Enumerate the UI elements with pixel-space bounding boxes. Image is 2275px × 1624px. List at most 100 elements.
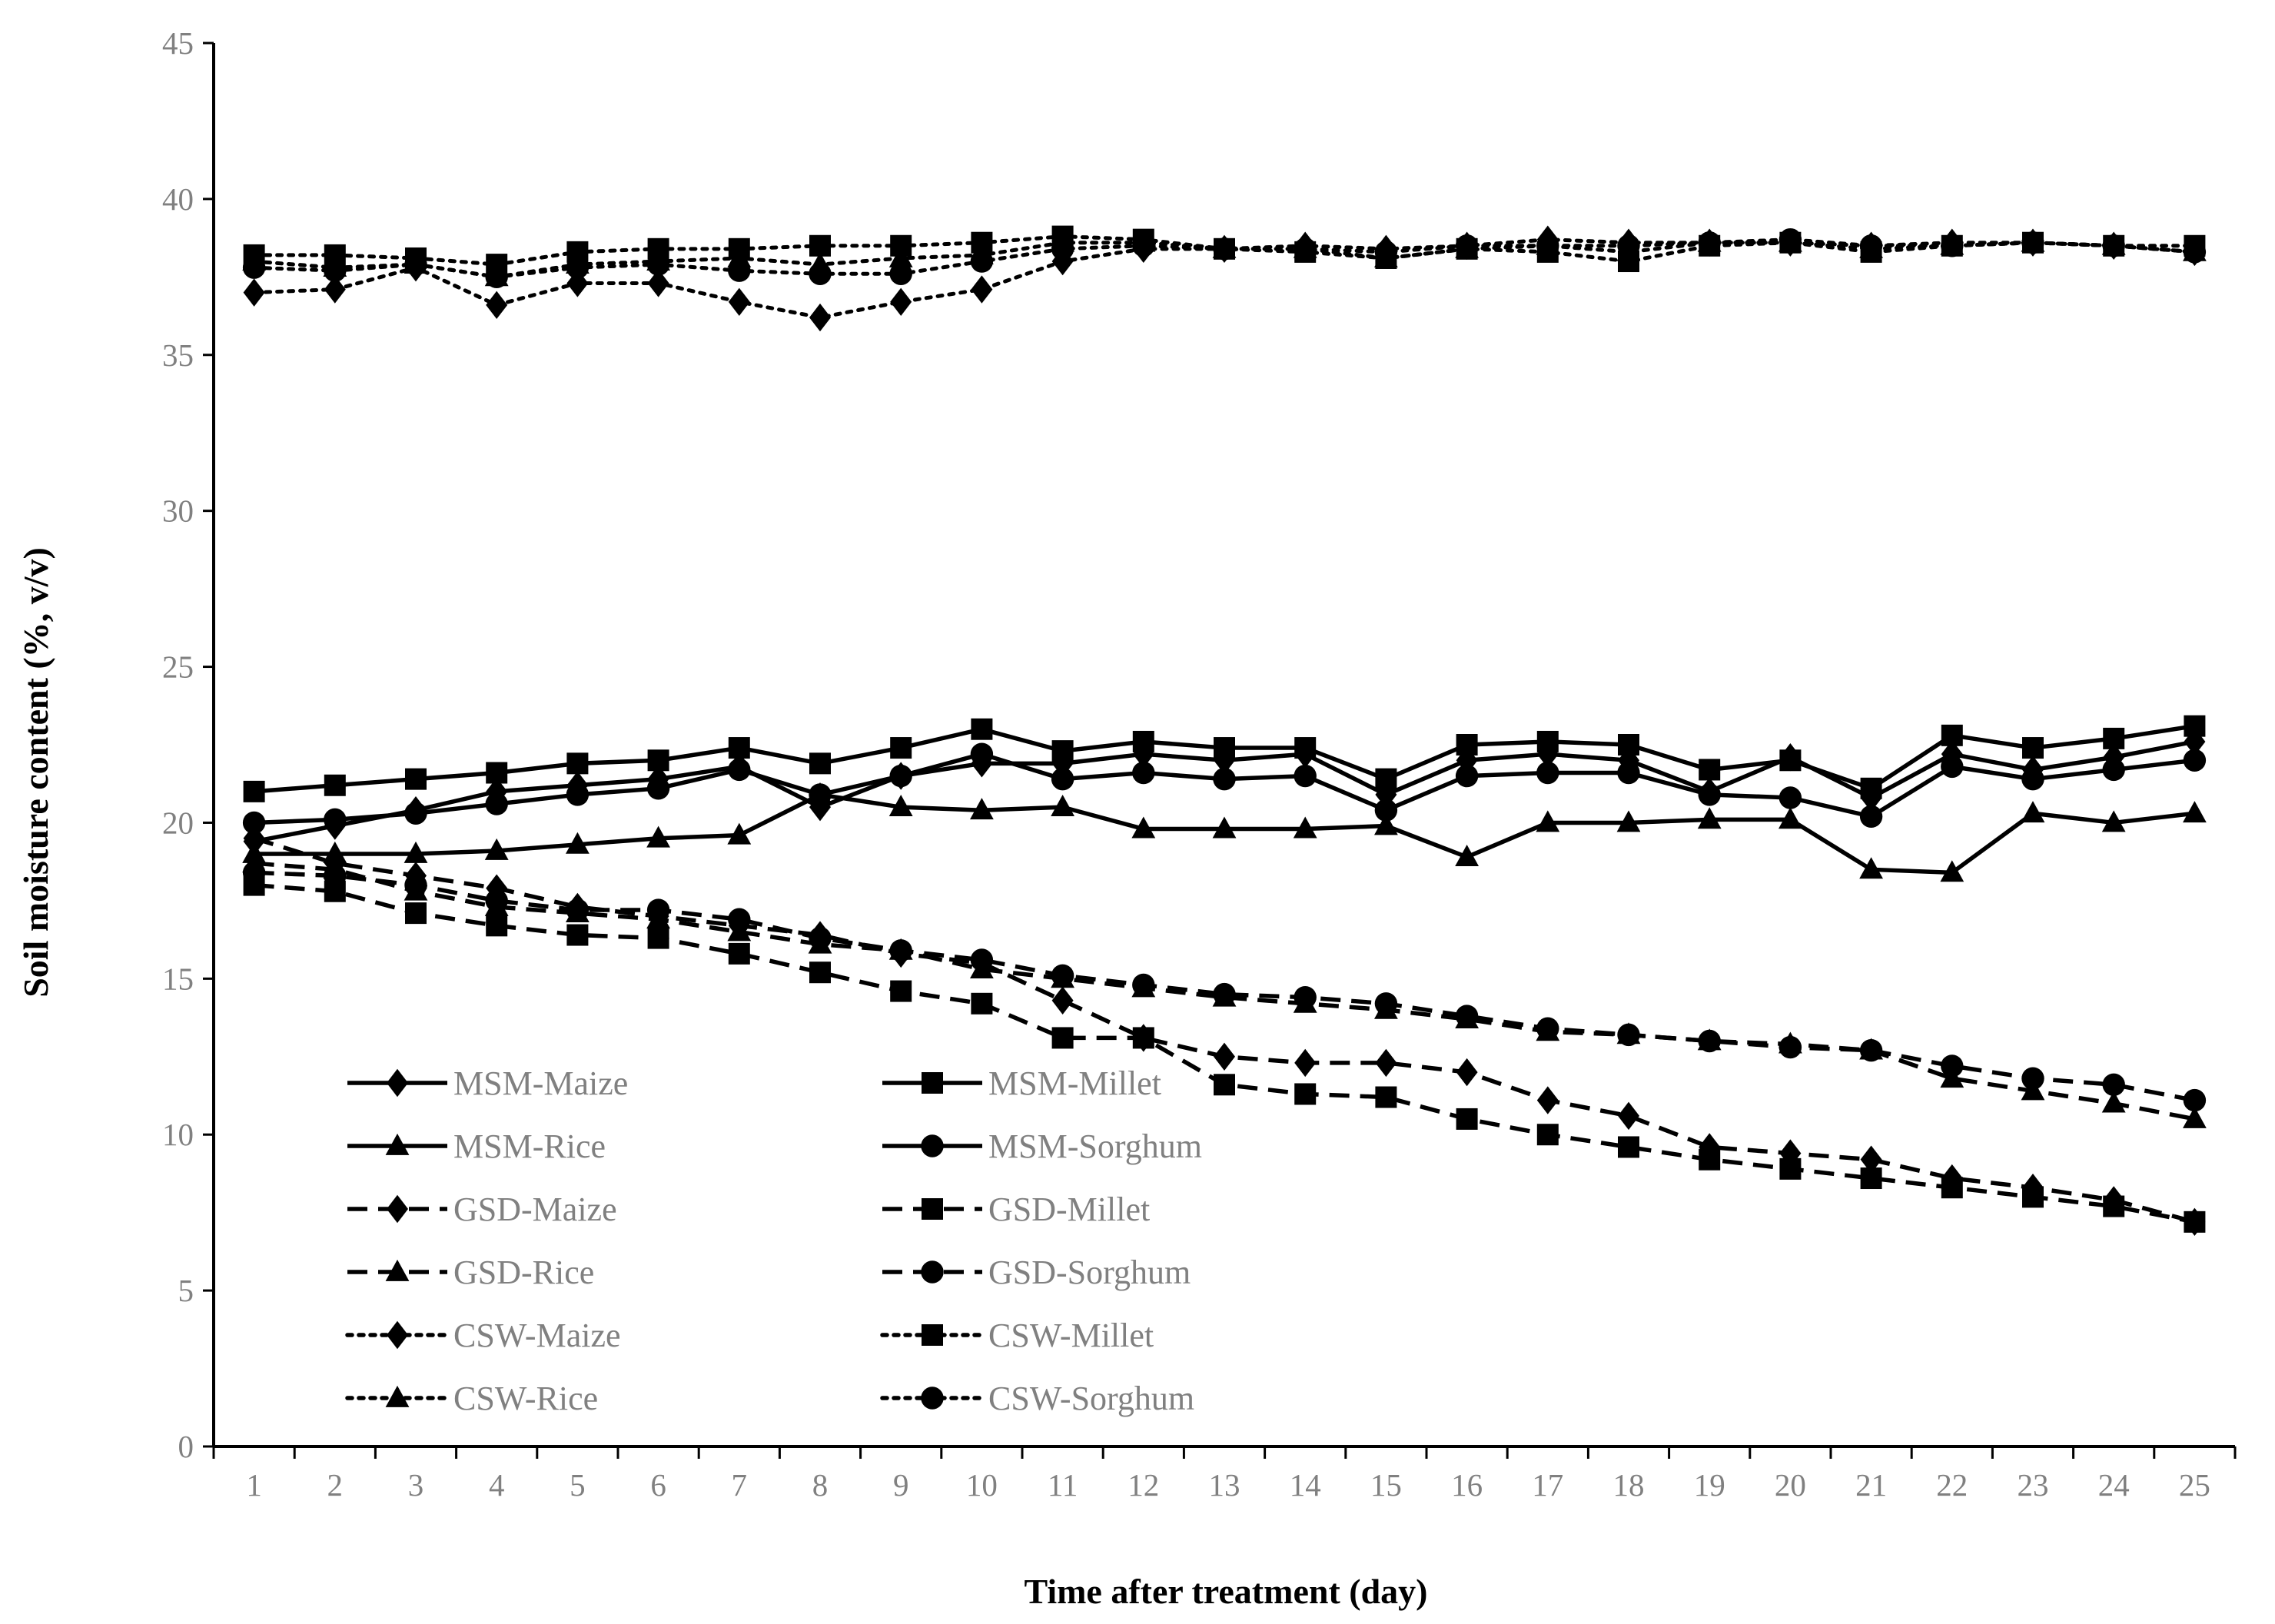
point-csw-maize-day-1: [243, 278, 265, 307]
point-msm-sorghum-day-14: [1294, 764, 1317, 788]
point-msm-millet-day-20: [1779, 749, 1802, 772]
point-msm-rice-day-23: [2021, 801, 2045, 823]
legend-entry-msm-sorghum: MSM-Sorghum: [882, 1128, 1202, 1165]
point-gsd-millet-day-6: [647, 927, 669, 949]
point-msm-sorghum-day-19: [1698, 783, 1721, 806]
point-csw-sorghum-day-11: [1051, 237, 1074, 261]
series-csw-sorghum: [242, 227, 2207, 289]
point-msm-sorghum-day-21: [1859, 805, 1883, 829]
y-tick-label-15: 15: [162, 961, 194, 996]
point-gsd-maize-day-17: [1536, 1086, 1559, 1114]
point-msm-millet-day-19: [1699, 759, 1721, 781]
point-gsd-sorghum-day-25: [2183, 1088, 2207, 1112]
point-gsd-millet-day-21: [1860, 1167, 1882, 1190]
point-csw-maize-day-10: [971, 275, 993, 304]
point-msm-maize-day-13: [1214, 746, 1235, 775]
point-msm-rice-day-12: [1131, 816, 1156, 839]
point-csw-sorghum-day-19: [1698, 231, 1721, 254]
point-csw-sorghum-day-24: [2102, 234, 2125, 257]
point-gsd-millet-day-23: [2022, 1186, 2044, 1208]
point-csw-maize-day-8: [809, 303, 831, 332]
point-gsd-millet-day-20: [1779, 1157, 1802, 1180]
legend-marker: [922, 1198, 943, 1220]
legend-label: GSD-Maize: [453, 1191, 617, 1228]
point-gsd-millet-day-5: [566, 924, 589, 946]
point-gsd-millet-day-16: [1456, 1108, 1478, 1130]
point-csw-sorghum-day-6: [646, 253, 670, 276]
y-tick-label-0: 0: [178, 1429, 194, 1464]
y-axis-title: Soil moisture content (%, v/v): [16, 547, 55, 998]
point-msm-millet-day-16: [1456, 734, 1478, 756]
point-msm-millet-day-8: [809, 752, 831, 775]
x-tick-label-19: 19: [1694, 1467, 1725, 1503]
point-gsd-millet-day-22: [1941, 1177, 1963, 1199]
series-msm-rice: [242, 782, 2207, 882]
point-csw-sorghum-day-5: [566, 256, 590, 279]
point-gsd-millet-day-25: [2184, 1211, 2206, 1233]
x-tick-label-12: 12: [1128, 1467, 1159, 1503]
y-tick-label-25: 25: [162, 649, 194, 685]
point-gsd-maize-day-21: [1860, 1145, 1882, 1174]
point-msm-rice-day-19: [1697, 807, 1722, 829]
legend-label: MSM-Rice: [453, 1128, 606, 1165]
x-tick-label-20: 20: [1775, 1467, 1806, 1503]
point-msm-millet-day-4: [486, 762, 508, 784]
point-gsd-millet-day-9: [890, 980, 912, 1002]
point-msm-sorghum-day-18: [1617, 761, 1640, 785]
legend-entry-csw-sorghum: CSW-Sorghum: [880, 1380, 1194, 1417]
point-msm-sorghum-day-9: [889, 764, 912, 788]
legend-marker: [385, 1259, 410, 1281]
legend-marker: [922, 1324, 943, 1346]
point-gsd-sorghum-day-5: [566, 898, 590, 922]
legend-label: MSM-Maize: [453, 1064, 628, 1102]
point-msm-sorghum-day-7: [728, 758, 751, 782]
legend-entry-csw-maize: CSW-Maize: [345, 1317, 621, 1354]
point-msm-rice-day-10: [970, 798, 994, 820]
x-tick-label-15: 15: [1370, 1467, 1402, 1503]
point-csw-sorghum-day-12: [1132, 234, 1155, 257]
point-msm-rice-day-24: [2101, 810, 2126, 832]
point-csw-maize-day-9: [890, 287, 912, 316]
point-msm-millet-day-11: [1051, 740, 1074, 762]
legend-marker: [921, 1134, 944, 1157]
x-tick-label-13: 13: [1209, 1467, 1240, 1503]
point-msm-millet-day-15: [1375, 768, 1397, 790]
point-gsd-sorghum-day-13: [1213, 982, 1236, 1006]
legend-marker: [921, 1260, 944, 1284]
legend: MSM-Maize MSM-Millet MSM-Rice MSM-Sorghum GS…: [345, 1064, 1202, 1417]
point-gsd-sorghum-day-23: [2021, 1067, 2044, 1090]
point-gsd-millet-day-15: [1375, 1086, 1397, 1108]
point-msm-maize-day-16: [1456, 746, 1478, 775]
point-msm-maize-day-18: [1618, 746, 1639, 775]
point-gsd-maize-day-13: [1214, 1042, 1235, 1071]
point-gsd-rice-day-24: [2101, 1091, 2126, 1113]
point-msm-rice-day-7: [727, 822, 752, 845]
point-gsd-sorghum-day-8: [809, 926, 832, 950]
point-csw-sorghum-day-18: [1617, 234, 1640, 257]
point-msm-millet-day-17: [1536, 730, 1559, 752]
point-msm-rice-day-4: [484, 838, 509, 860]
point-gsd-sorghum-day-2: [324, 864, 347, 888]
legend-entry-gsd-rice: GSD-Rice: [347, 1254, 594, 1291]
legend-label: GSD-Sorghum: [988, 1254, 1191, 1291]
point-msm-sorghum-day-5: [566, 783, 590, 806]
point-gsd-millet-day-8: [809, 961, 831, 984]
point-msm-sorghum-day-16: [1455, 764, 1479, 788]
point-gsd-sorghum-day-17: [1536, 1017, 1559, 1040]
point-msm-rice-day-20: [1778, 807, 1802, 829]
point-gsd-sorghum-day-9: [889, 939, 912, 962]
legend-entry-gsd-sorghum: GSD-Sorghum: [882, 1254, 1191, 1291]
point-msm-rice-day-21: [1859, 857, 1883, 879]
x-tick-label-21: 21: [1855, 1467, 1887, 1503]
series-gsd-sorghum: [242, 861, 2207, 1112]
point-msm-sorghum-day-15: [1374, 799, 1398, 822]
y-tick-label-20: 20: [162, 805, 194, 840]
point-gsd-sorghum-day-15: [1374, 992, 1398, 1015]
x-tick-label-11: 11: [1048, 1467, 1078, 1503]
series-gsd-maize: [243, 824, 2206, 1237]
legend-label: GSD-Millet: [988, 1191, 1150, 1228]
point-csw-sorghum-day-22: [1941, 234, 1964, 257]
point-msm-millet-day-6: [647, 749, 669, 772]
legend-entry-gsd-maize: GSD-Maize: [347, 1191, 617, 1228]
legend-marker: [387, 1194, 408, 1224]
